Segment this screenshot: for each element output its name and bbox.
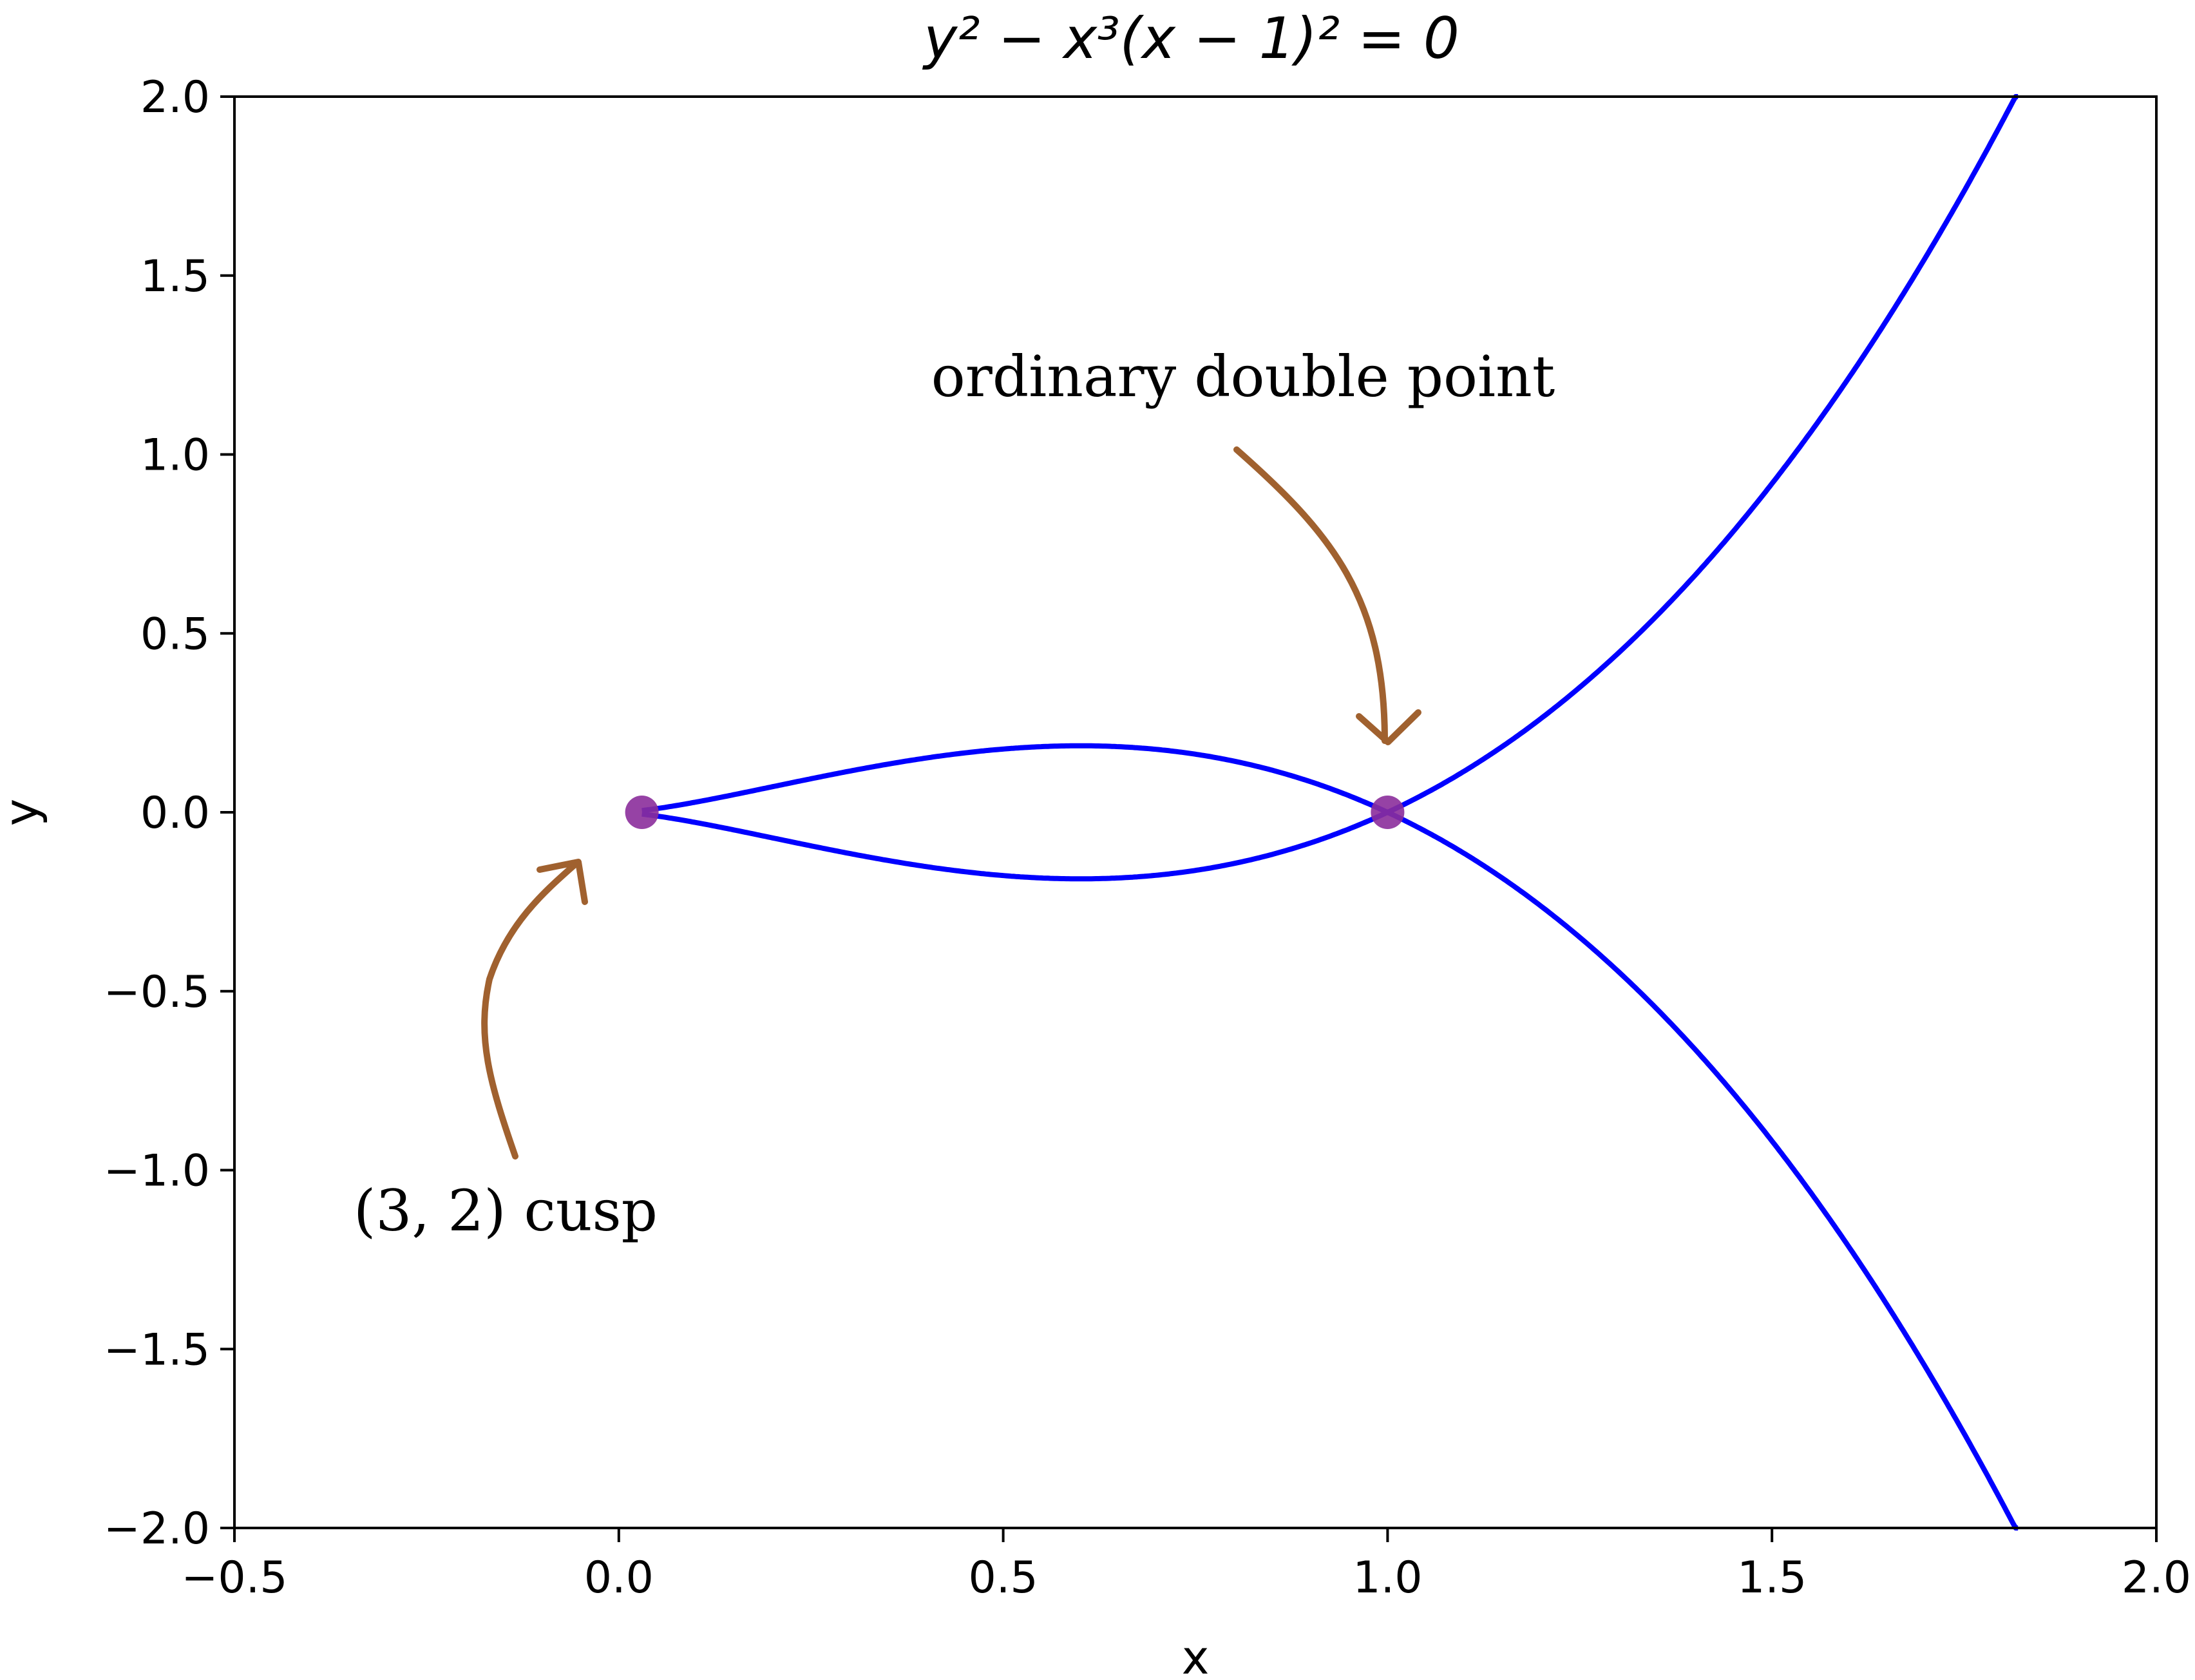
y-tick-label: 0.0 bbox=[140, 788, 210, 839]
chart-title: y² − x³(x − 1)² = 0 bbox=[922, 5, 1459, 72]
singular-point-1 bbox=[1371, 796, 1405, 829]
x-ticks: −0.5 0.0 0.5 1.0 1.5 2.0 bbox=[181, 1528, 2191, 1603]
y-tick-label: −2.0 bbox=[104, 1503, 210, 1554]
singular-point-0 bbox=[625, 796, 659, 829]
arrow-cusp bbox=[481, 860, 580, 1160]
y-tick-label: 2.0 bbox=[140, 72, 210, 123]
y-tick-label: 0.5 bbox=[140, 609, 210, 660]
annotation-double-point: ordinary double point bbox=[931, 343, 1555, 410]
points-layer bbox=[625, 796, 1405, 829]
curve-layer bbox=[641, 94, 2019, 1531]
y-axis-label: y bbox=[0, 799, 48, 826]
x-tick-label: 1.5 bbox=[1737, 1552, 1807, 1603]
x-tick-label: 0.0 bbox=[584, 1552, 654, 1603]
arrow-cusp-head bbox=[537, 859, 588, 905]
y-tick-label: 1.0 bbox=[140, 430, 210, 481]
arrow-double-point-head bbox=[1356, 709, 1421, 745]
x-tick-label: 0.5 bbox=[969, 1552, 1038, 1603]
x-tick-label: −0.5 bbox=[181, 1552, 287, 1603]
curve-branch-lower bbox=[641, 810, 2019, 1531]
arrows-layer bbox=[481, 446, 1421, 1160]
arrow-double-point bbox=[1233, 446, 1388, 744]
x-axis-label: x bbox=[1182, 1630, 1210, 1680]
curve-branch-upper bbox=[641, 94, 2019, 815]
y-tick-label: −1.5 bbox=[104, 1324, 210, 1375]
y-tick-label: −0.5 bbox=[104, 967, 210, 1018]
x-tick-label: 1.0 bbox=[1353, 1552, 1422, 1603]
y-ticks: 2.0 1.5 1.0 0.5 0.0 −0.5 −1.0 −1.5 −2.0 bbox=[104, 72, 234, 1554]
x-tick-label: 2.0 bbox=[2122, 1552, 2191, 1603]
y-tick-label: 1.5 bbox=[140, 251, 210, 302]
y-tick-label: −1.0 bbox=[104, 1146, 210, 1197]
annotation-cusp: (3, 2) cusp bbox=[354, 1178, 658, 1244]
